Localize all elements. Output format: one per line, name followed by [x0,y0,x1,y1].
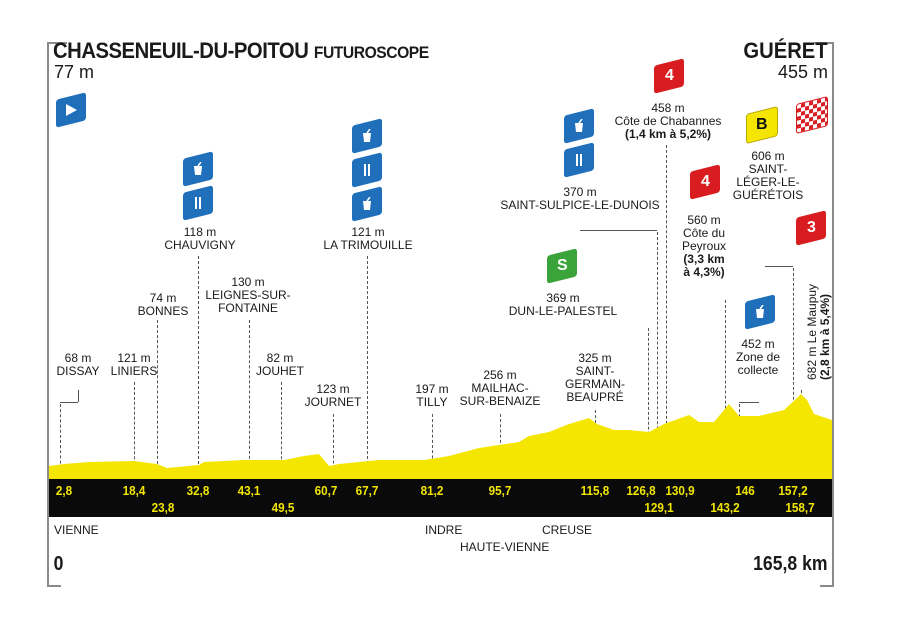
region-indre: INDRE [425,523,463,537]
km-marker: 115,8 [580,483,610,498]
frame-left [47,42,49,587]
point-label-jouhet: 82 m JOUHET [256,351,304,378]
finish-altitude: 455 m [777,62,828,82]
km-marker: 95,7 [488,483,512,498]
km-marker: 18,4 [122,483,146,498]
drink-icon [352,118,382,154]
point-label-saint-sulpice: 370 m SAINT-SULPICE-LE-DUNOIS [500,185,660,212]
point-label-la-trimouille: 121 m LA TRIMOUILLE [323,225,413,252]
drink-icon [183,151,213,187]
food-icon [352,152,382,188]
km-marker: 60,7 [314,483,338,498]
km-marker: 23,8 [151,500,175,515]
km-marker: 126,8 [626,483,656,498]
cat4-climb-icon: 4 [654,58,684,94]
point-label-journet: 123 m JOURNET [304,382,362,409]
km-marker: 67,7 [355,483,379,498]
frame-corner-tr [814,42,834,44]
elevation-profile [49,394,832,480]
marker-line [249,320,250,479]
leader-line [739,402,759,403]
marker-line [657,232,658,479]
frame-corner-tl [47,42,67,44]
region-haute-vienne: HAUTE-VIENNE [460,540,550,554]
cat4-climb-icon: 4 [690,164,720,200]
marker-line [666,145,667,479]
finish-city-title: GUÉRET [743,38,828,63]
marker-line [281,382,282,479]
point-label-chauvigny: 118 m CHAUVIGNY [164,225,236,252]
intermediate-sprint-icon: S [547,248,577,284]
region-creuse: CREUSE [542,523,593,537]
marker-line [367,256,368,479]
food-icon [564,142,594,178]
start-city-subtitle: FUTUROSCOPE [313,43,429,62]
frame-corner-br [820,585,834,587]
frame-right [832,42,834,587]
km-marker: 143,2 [710,500,740,515]
waste-zone-icon [745,294,775,330]
leader-line [580,230,657,231]
marker-line [793,268,794,479]
drink-icon [352,186,382,222]
point-label-mailhac: 256 m MAILHAC- SUR-BENAIZE [459,368,541,408]
km-marker: 158,7 [785,500,815,515]
km-marker: 32,8 [186,483,210,498]
cat3-climb-icon: 3 [796,210,826,246]
marker-line [432,414,433,479]
frame-corner-bl [47,585,61,587]
start-city-title: CHASSENEUIL-DU-POITOU FUTUROSCOPE [53,38,429,63]
km-marker: 49,5 [271,500,295,515]
start-flag-icon [56,92,86,128]
start-altitude: 77 m [54,62,95,82]
climb-label-chabannes: 458 m Côte de Chabannes (1,4 km à 5,2%) [614,101,722,141]
point-label-leignes: 130 m LEIGNES-SUR- FONTAINE [205,275,291,315]
marker-line [60,404,61,479]
marker-line [134,382,135,479]
distance-total: 165,8 km [753,553,828,575]
food-icon [183,185,213,221]
km-marker: 157,2 [778,483,808,498]
climb-label-peyroux: 560 m Côte du Peyroux (3,3 km à 4,3%) [681,213,727,279]
distance-band [49,479,832,517]
point-label-dun-le-palestel: 369 m DUN-LE-PALESTEL [508,291,618,318]
km-marker: 2,8 [55,483,73,498]
km-marker: 146 [735,483,755,498]
point-label-saint-leger: 606 m SAINT- LÉGER-LE- GUÉRÉTOIS [732,149,804,202]
point-label-saint-germain: 325 m SAINT- GERMAIN- BEAUPRÉ [565,351,625,404]
marker-line [648,328,649,479]
point-label-tilly: 197 m TILLY [415,382,449,409]
marker-line [157,320,158,479]
point-label-liniers: 121 m LINIERS [110,351,158,378]
climb-label-le-maupuy: 682 m Le Maupuy (2,8 km à 5,4%) [805,283,832,380]
leader-line [60,402,78,403]
km-marker: 81,2 [420,483,444,498]
region-vienne: VIENNE [54,523,99,537]
point-label-bonnes: 74 m BONNES [137,291,189,318]
marker-line [725,300,726,479]
drink-icon [564,108,594,144]
bonus-sprint-icon: B [746,106,778,144]
distance-start: 0 [53,553,64,575]
leader-line [765,266,793,267]
km-marker: 129,1 [644,500,674,515]
point-label-dissay: 68 m DISSAY [56,351,100,378]
km-marker: 130,9 [665,483,695,498]
marker-line [333,414,334,479]
point-label-zone-collecte: 452 m Zone de collecte [735,337,781,377]
finish-checkered-flag-icon [796,96,828,134]
marker-line [198,256,199,479]
km-marker: 43,1 [237,483,261,498]
leader-line [78,390,79,402]
